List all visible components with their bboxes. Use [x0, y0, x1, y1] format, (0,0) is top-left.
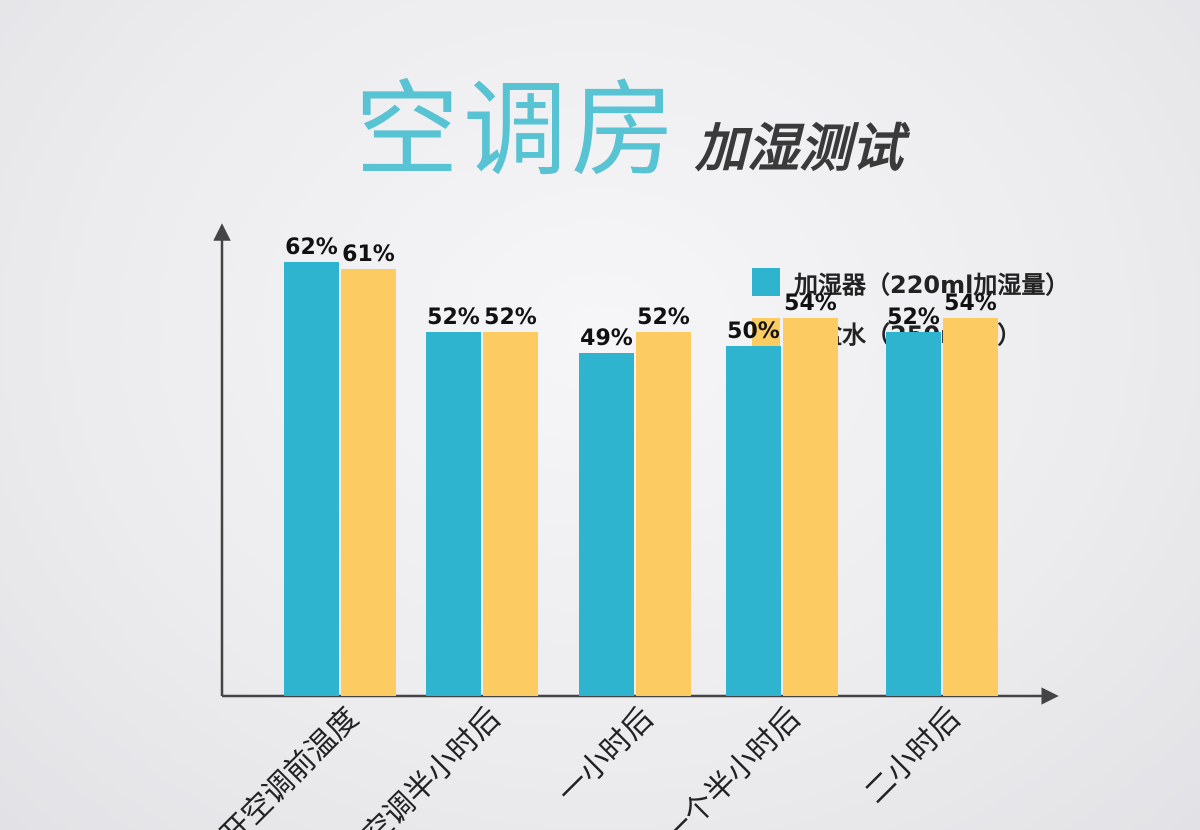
bars [284, 262, 998, 696]
bar-value-label: 52% [484, 305, 537, 330]
bar-value-label: 49% [580, 326, 633, 351]
title-sub: 加湿测试 [695, 118, 904, 179]
bar-value-label: 54% [784, 291, 837, 316]
x-tick-label: 空调半小时后 [356, 701, 508, 830]
x-tick-label: 二小时后 [858, 701, 968, 811]
bar-humidifier [284, 262, 339, 696]
bar-value-label: 52% [637, 305, 690, 330]
x-tick-label: 一小时后 [551, 701, 661, 811]
legend-swatch-humidifier [752, 268, 780, 296]
bar-bowl-of-water [943, 318, 998, 696]
bar-humidifier [726, 346, 781, 696]
legend-label-humidifier: 加湿器（220ml加湿量） [794, 270, 1070, 299]
bar-bowl-of-water [783, 318, 838, 696]
legend-item-humidifier: 加湿器（220ml加湿量） [752, 262, 1069, 302]
bar-humidifier [579, 353, 634, 696]
bar-humidifier [426, 332, 481, 696]
bar-value-label: 52% [427, 305, 480, 330]
legend-swatch-bowl-of-water [752, 318, 780, 346]
bar-value-label: 54% [944, 291, 997, 316]
x-tick-label: 一个半小时后 [656, 701, 808, 830]
x-tick-label: 开空调前温度 [214, 701, 366, 830]
title-main: 空调房 [355, 69, 680, 191]
bar-labels: 62% 61%52% 52%49%52%50%54%52%54% [285, 235, 997, 351]
bar-value-label: 52% [887, 305, 940, 330]
bar-value-label: 62% [285, 235, 338, 260]
bar-humidifier [886, 332, 941, 696]
bar-bowl-of-water [636, 332, 691, 696]
bar-value-label: 50% [727, 319, 780, 344]
bar-value-label: 61% [342, 242, 395, 267]
chart-title: 空调房 加湿测试 [355, 78, 903, 182]
bar-bowl-of-water [341, 269, 396, 696]
bar-bowl-of-water [483, 332, 538, 696]
